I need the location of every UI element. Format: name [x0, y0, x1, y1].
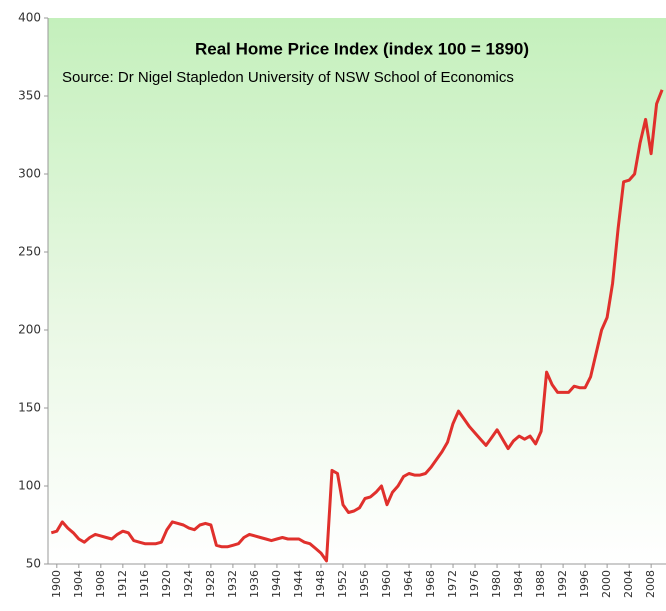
x-tick-label: 1940: [270, 570, 283, 598]
x-tick-label: 1904: [72, 570, 85, 598]
y-tick-label: 100: [18, 479, 41, 493]
x-tick-label: 1932: [226, 570, 239, 598]
y-tick-label: 400: [18, 11, 41, 25]
x-tick-label: 1996: [578, 570, 591, 598]
chart-title: Real Home Price Index (index 100 = 1890): [195, 39, 529, 58]
x-tick-label: 1988: [534, 570, 547, 598]
x-tick-label: 1964: [402, 570, 415, 598]
y-tick-label: 350: [18, 89, 41, 103]
y-tick-label: 300: [18, 167, 41, 181]
chart-subtitle: Source: Dr Nigel Stapledon University of…: [62, 69, 514, 86]
x-tick-label: 1924: [182, 570, 195, 598]
x-tick-label: 2008: [644, 570, 657, 598]
x-tick-label: 1936: [248, 570, 261, 598]
x-tick-label: 2004: [622, 570, 635, 598]
y-tick-label: 250: [18, 245, 41, 259]
plot-background: [48, 18, 666, 564]
y-tick-label: 200: [18, 323, 41, 337]
x-tick-label: 1920: [160, 570, 173, 598]
y-tick-label: 150: [18, 401, 41, 415]
x-tick-label: 1956: [358, 570, 371, 598]
x-tick-label: 1960: [380, 570, 393, 598]
x-tick-label: 1992: [556, 570, 569, 598]
x-tick-label: 1948: [314, 570, 327, 598]
x-tick-label: 1908: [94, 570, 107, 598]
x-tick-label: 1952: [336, 570, 349, 598]
y-tick-label: 50: [26, 557, 41, 571]
x-tick-label: 2000: [600, 570, 613, 598]
x-tick-label: 1928: [204, 570, 217, 598]
x-tick-label: 1968: [424, 570, 437, 598]
x-tick-label: 1984: [512, 570, 525, 598]
plot-area: [50, 89, 664, 563]
data-line: [50, 89, 664, 563]
x-tick-label: 1944: [292, 570, 305, 598]
x-tick-label: 1916: [138, 570, 151, 598]
x-tick-label: 1900: [50, 570, 63, 598]
x-tick-label: 1912: [116, 570, 129, 598]
x-tick-label: 1972: [446, 570, 459, 598]
x-tick-label: 1976: [468, 570, 481, 598]
x-tick-label: 1980: [490, 570, 503, 598]
